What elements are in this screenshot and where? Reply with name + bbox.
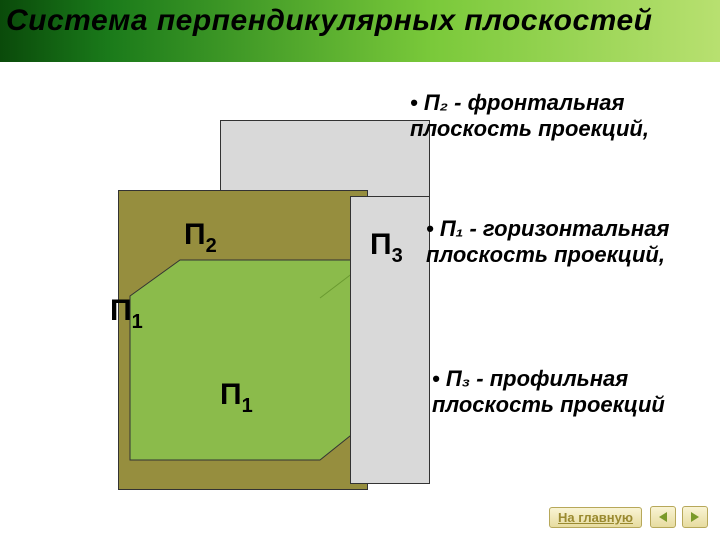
label-p1-top: П1 xyxy=(110,294,143,330)
triangle-right-icon xyxy=(688,510,702,524)
home-button[interactable]: На главную xyxy=(549,507,642,528)
bullet-p3: • П₃ - профильная плоскость проекций xyxy=(432,366,665,419)
page-title: Система перпендикулярных плоскостей xyxy=(6,4,652,38)
label-p3: П3 xyxy=(370,228,403,264)
prev-button[interactable] xyxy=(650,506,676,528)
bullet-p2: • П₂ - фронтальная плоскость проекций, xyxy=(410,90,649,143)
label-p1-mid: П1 xyxy=(220,378,253,414)
label-p2: П2 xyxy=(184,218,217,254)
triangle-left-icon xyxy=(656,510,670,524)
next-button[interactable] xyxy=(682,506,708,528)
bullet-p1: • П₁ - горизонтальная плоскость проекций… xyxy=(426,216,669,269)
plane-olive-rect xyxy=(118,190,368,490)
